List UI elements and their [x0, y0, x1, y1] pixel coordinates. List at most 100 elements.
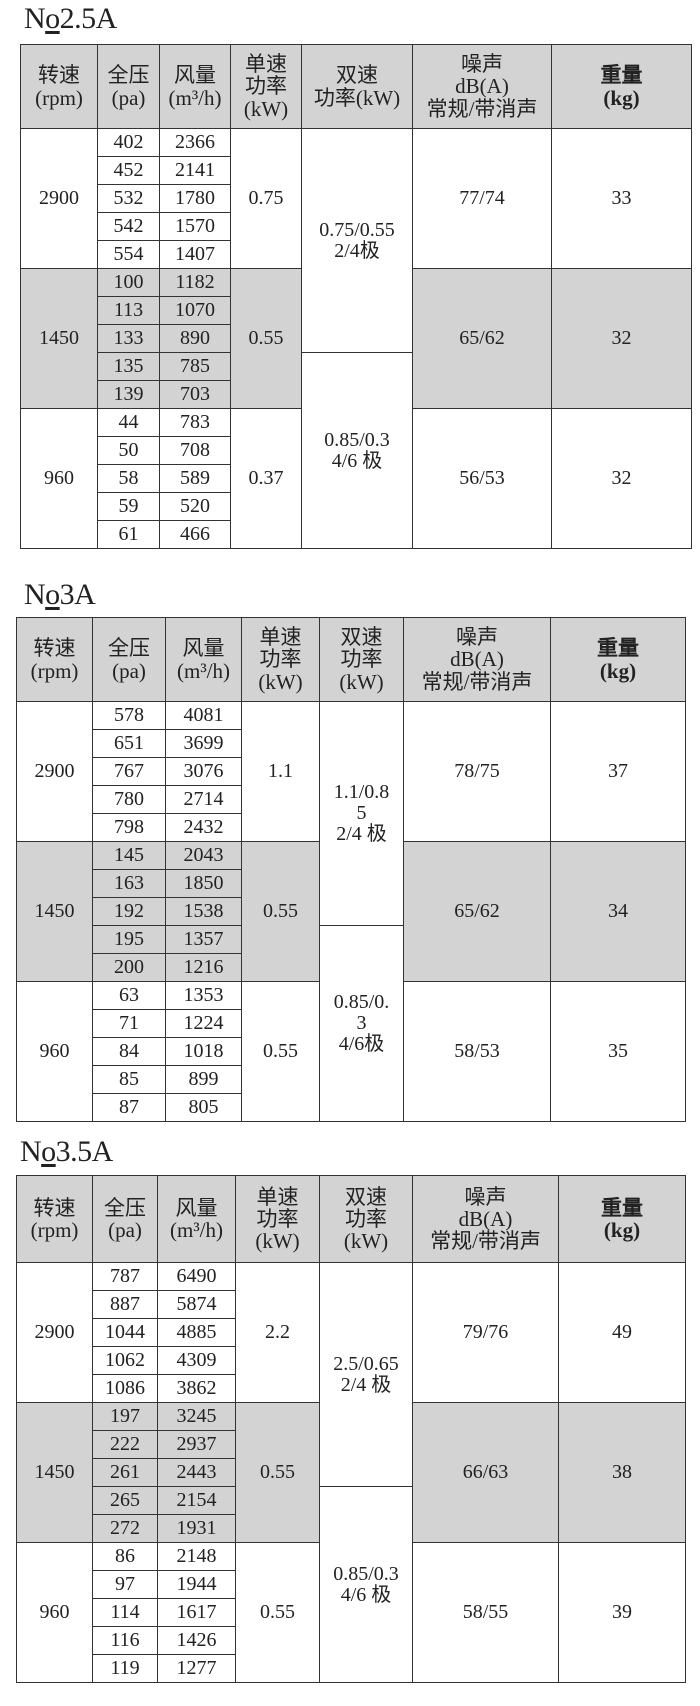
- single-power-cell: 0.55: [241, 981, 320, 1122]
- airflow-cell: 703: [159, 380, 231, 409]
- pressure-cell: 139: [97, 380, 160, 409]
- pressure-cell: 195: [92, 925, 166, 954]
- table-row: 887 5874: [17, 1290, 686, 1319]
- pressure-cell: 114: [92, 1598, 158, 1627]
- dual-power-cell: 0.85/0. 3 4/6极: [319, 925, 404, 1122]
- header-row: 转速 (rpm) 全压 (pa) 风量 (m³/h) 单速 功率 (kW) 双速 功率 …: [16, 1175, 686, 1263]
- table-row: 2900 402 2366 0.75 0.75/0.55 2/4极 77/74 33: [20, 128, 692, 353]
- speed-cell: 960: [16, 1542, 93, 1683]
- model-prefix: N: [24, 2, 46, 35]
- table-row: 139 703: [21, 380, 692, 409]
- spec-table: 转速 (rpm) 全压 (pa) 风量 (m³/h) 单速 功率 (kW) 双速 功率 …: [16, 1175, 686, 1683]
- table-row: 452 2141: [21, 156, 692, 185]
- airflow-cell: 1224: [165, 1009, 242, 1038]
- table-row: 1450 100 1182 0.55 65/62 32: [20, 268, 692, 409]
- pressure-cell: 61: [97, 520, 160, 549]
- weight-cell: 32: [551, 408, 692, 549]
- header-weight: 重量 (kg): [558, 1175, 686, 1263]
- speed-cell: 1450: [20, 268, 98, 409]
- noise-cell: 56/53: [412, 408, 552, 549]
- pressure-cell: 86: [92, 1542, 158, 1571]
- airflow-cell: 1407: [159, 240, 231, 269]
- pressure-cell: 780: [92, 785, 166, 814]
- header-pressure: 全压 (pa): [92, 617, 166, 702]
- pressure-cell: 84: [92, 1037, 166, 1066]
- table-row: 960 86 2148 0.55 58/55 39: [16, 1542, 686, 1683]
- table-row: 2900 787 6490 2.2 2.5/0.65 2/4 极 79/76 49: [16, 1262, 686, 1487]
- model-o: o: [45, 2, 60, 35]
- noise-cell: 79/76: [412, 1262, 559, 1403]
- table-row: 222 2937: [17, 1430, 686, 1459]
- airflow-cell: 1277: [157, 1654, 236, 1683]
- dual-power-cell: 0.85/0.3 4/6 极: [301, 352, 413, 549]
- airflow-cell: 3862: [157, 1374, 236, 1403]
- pressure-cell: 145: [92, 841, 166, 870]
- weight-cell: 35: [550, 981, 686, 1122]
- airflow-cell: 899: [165, 1065, 242, 1094]
- single-power-cell: 0.37: [230, 408, 302, 549]
- pressure-cell: 59: [97, 492, 160, 521]
- weight-cell: 38: [558, 1402, 686, 1543]
- airflow-cell: 2714: [165, 785, 242, 814]
- pressure-cell: 798: [92, 813, 166, 842]
- airflow-cell: 2432: [165, 813, 242, 842]
- airflow-cell: 1426: [157, 1626, 236, 1655]
- model-prefix: N: [20, 1135, 42, 1168]
- pressure-cell: 787: [92, 1262, 158, 1291]
- pressure-cell: 71: [92, 1009, 166, 1038]
- single-power-cell: 0.75: [230, 128, 302, 269]
- pressure-cell: 554: [97, 240, 160, 269]
- table-row: 1086 3862: [17, 1374, 686, 1403]
- table-row: 1450 197 3245 0.55 66/63 38: [16, 1402, 686, 1543]
- table-row: 780 2714: [17, 785, 686, 814]
- pressure-cell: 532: [97, 184, 160, 213]
- pressure-cell: 261: [92, 1458, 158, 1487]
- table-row: 192 1538: [17, 897, 686, 926]
- table-row: 542 1570: [21, 212, 692, 241]
- airflow-cell: 3076: [165, 757, 242, 786]
- pressure-cell: 578: [92, 701, 166, 730]
- weight-cell: 49: [558, 1262, 686, 1403]
- table-row: 261 2443: [17, 1458, 686, 1487]
- table-row: 133 890: [21, 324, 692, 353]
- airflow-cell: 1538: [165, 897, 242, 926]
- airflow-cell: 1780: [159, 184, 231, 213]
- pressure-cell: 542: [97, 212, 160, 241]
- airflow-cell: 1357: [165, 925, 242, 954]
- pressure-cell: 651: [92, 729, 166, 758]
- header-pressure: 全压 (pa): [97, 44, 160, 129]
- pressure-cell: 1044: [92, 1318, 158, 1347]
- table-row: 119 1277: [17, 1654, 686, 1683]
- table-row: 1044 4885: [17, 1318, 686, 1347]
- airflow-cell: 3699: [165, 729, 242, 758]
- airflow-cell: 1931: [157, 1514, 236, 1543]
- model-number: 3.5A: [55, 1135, 114, 1168]
- speed-cell: 2900: [16, 1262, 93, 1403]
- table-row: 85 899: [17, 1065, 686, 1094]
- pressure-cell: 119: [92, 1654, 158, 1683]
- header-speed: 转速 (rpm): [16, 1175, 93, 1263]
- airflow-cell: 6490: [157, 1262, 236, 1291]
- header-speed: 转速 (rpm): [20, 44, 98, 129]
- airflow-cell: 2937: [157, 1430, 236, 1459]
- speed-cell: 960: [16, 981, 93, 1122]
- table-row: 200 1216: [17, 953, 686, 982]
- spec-table: 转速 (rpm) 全压 (pa) 风量 (m³/h) 单速 功率 (kW) 双速 功率 …: [16, 617, 686, 1122]
- table-row: 163 1850: [17, 869, 686, 898]
- header-speed: 转速 (rpm): [16, 617, 93, 702]
- noise-cell: 78/75: [403, 701, 551, 842]
- airflow-cell: 4309: [157, 1346, 236, 1375]
- pressure-cell: 63: [92, 981, 166, 1010]
- single-power-cell: 2.2: [235, 1262, 320, 1403]
- airflow-cell: 4885: [157, 1318, 236, 1347]
- noise-cell: 58/55: [412, 1542, 559, 1683]
- weight-cell: 33: [551, 128, 692, 269]
- table-row: 798 2432: [17, 813, 686, 842]
- model-o: o: [45, 578, 60, 611]
- airflow-cell: 4081: [165, 701, 242, 730]
- pressure-cell: 452: [97, 156, 160, 185]
- pressure-cell: 58: [97, 464, 160, 493]
- weight-cell: 39: [558, 1542, 686, 1683]
- pressure-cell: 113: [97, 296, 160, 325]
- airflow-cell: 1353: [165, 981, 242, 1010]
